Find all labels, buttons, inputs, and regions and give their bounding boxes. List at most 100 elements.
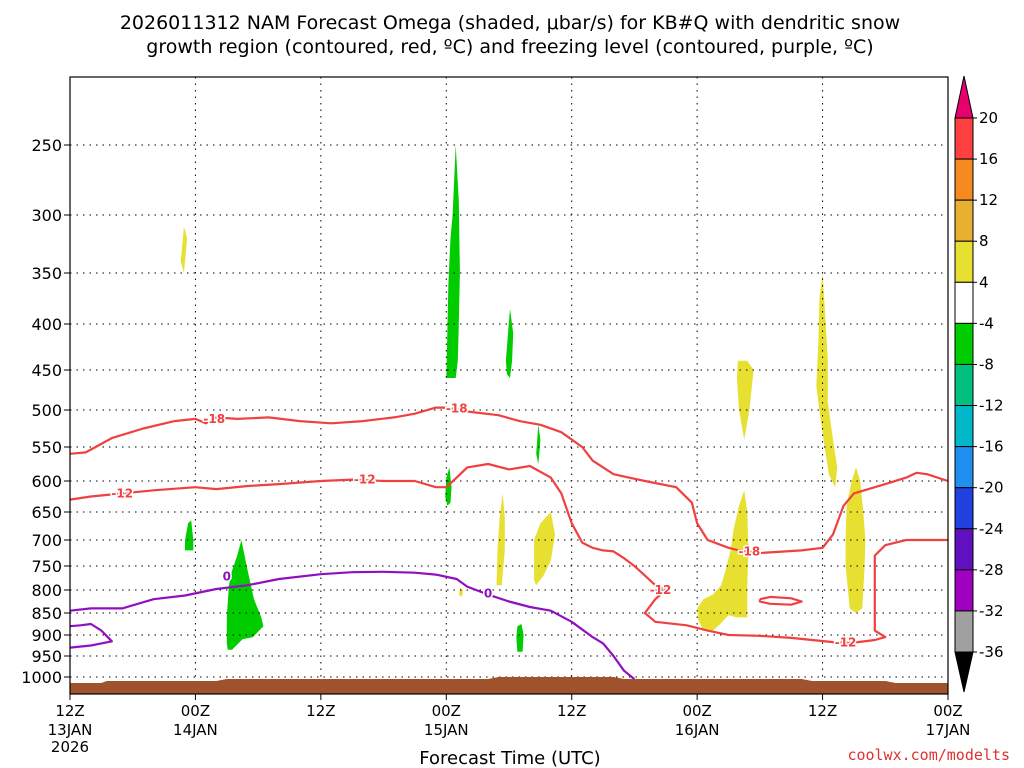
contour-label-2: -18 — [739, 544, 761, 558]
x-tick-label-84-1: 00Z — [933, 702, 962, 720]
colorbar-segment-7 — [954, 405, 974, 448]
colorbar-segment-6 — [954, 363, 974, 407]
colorbar-top-arrow — [954, 75, 974, 119]
contour-label-8: 0 — [484, 587, 492, 601]
contour-dgz-minus18-upper — [69, 406, 949, 555]
pressure-axis: 250 300 350 400 450 500 550 600 650 700 750 800 850 9… — [21, 136, 70, 687]
colorbar-label-2: 12 — [979, 191, 998, 209]
colorbar-label-10: -24 — [979, 520, 1004, 538]
plot-background — [70, 77, 948, 694]
colorbar-label-5: -4 — [979, 314, 994, 332]
credit-text: coolwx.com/modelts — [847, 746, 1010, 764]
contour-label-1: -18 — [446, 401, 468, 415]
omega-area-yellow-blob-09z15 — [534, 512, 555, 586]
ground-terrain — [70, 677, 948, 694]
colorbar-segment-10 — [954, 528, 974, 571]
y-tick-label-750: 750 — [31, 557, 62, 576]
x-tick-label-12-2: 14JAN — [173, 721, 218, 739]
colorbar-label-1: 16 — [979, 150, 998, 168]
omega-area-yellow-streak-04z15 — [496, 493, 505, 586]
y-tick-label-400: 400 — [31, 315, 62, 334]
y-tick-label-950: 950 — [31, 647, 62, 666]
colorbar-segment-12 — [954, 610, 974, 653]
x-tick-label-72-1: 12Z — [808, 702, 837, 720]
y-tick-label-300: 300 — [31, 206, 62, 225]
omega-shading-layer — [180, 145, 866, 652]
contour-layer: -18 -18 -18 -12 -12 -12 -12 0 0 — [69, 400, 949, 680]
y-tick-label-650: 650 — [31, 503, 62, 522]
omega-area-yellow-plume-15z16 — [845, 467, 866, 613]
y-tick-label-550: 550 — [31, 438, 62, 457]
colorbar: 20 16 12 8 4 -4 -8 -12 -16 -20 -24 -28 -32 -36 — [954, 75, 1004, 693]
omega-area-green-column-00z15 — [446, 145, 460, 378]
x-tick-label-12-1: 00Z — [181, 702, 210, 720]
colorbar-segment-11 — [954, 569, 974, 612]
x-axis-label: Forecast Time (UTC) — [419, 748, 600, 768]
omega-area-yellow-dot-01z15 — [458, 587, 463, 597]
x-tick-label-24-1: 12Z — [306, 702, 335, 720]
colorbar-label-0: 20 — [979, 109, 998, 127]
omega-area-yellow-spot-18z13 — [180, 226, 188, 273]
colorbar-segment-3 — [954, 240, 974, 283]
x-tick-label-84-2: 17JAN — [926, 721, 971, 739]
contour-label-6: -12 — [835, 636, 857, 650]
chart-title-line-1: 2026011312 NAM Forecast Omega (shaded, μ… — [120, 12, 900, 34]
colorbar-segment-9 — [954, 487, 974, 530]
x-tick-label-48-1: 12Z — [557, 702, 586, 720]
y-tick-label-350: 350 — [31, 264, 62, 283]
x-tick-label-36-1: 00Z — [432, 702, 461, 720]
y-tick-label-850: 850 — [31, 604, 62, 623]
y-tick-label-800: 800 — [31, 581, 62, 600]
x-tick-label-0-2: 13JAN — [48, 721, 93, 739]
y-tick-label-250: 250 — [31, 136, 62, 155]
y-tick-label-900: 900 — [31, 626, 62, 645]
omega-area-yellow-streak-06z16 — [736, 360, 754, 440]
contour-dgz-minus12 — [69, 462, 948, 644]
omega-area-green-spot-06z15-low — [516, 624, 524, 652]
colorbar-label-12: -32 — [979, 602, 1004, 620]
chart-title-line-2: growth region (contoured, red, ºC) and f… — [146, 36, 873, 58]
contour-label-3: -12 — [111, 486, 133, 500]
x-tick-label-36-2: 15JAN — [424, 721, 469, 739]
x-tick-label-60-1: 00Z — [682, 702, 711, 720]
grid-layer — [70, 77, 948, 694]
plot-area: -18 -18 -18 -12 -12 -12 -12 0 0 — [69, 76, 949, 695]
colorbar-label-11: -28 — [979, 561, 1004, 579]
omega-area-yellow-blob-00z16-low — [697, 490, 749, 631]
colorbar-segment-1 — [954, 158, 974, 201]
x-tick-label-0-1: 12Z — [55, 702, 84, 720]
contour-freezing-level-upper — [69, 570, 636, 680]
colorbar-segment-0 — [954, 117, 974, 160]
y-tick-label-700: 700 — [31, 531, 62, 550]
colorbar-label-9: -20 — [979, 479, 1004, 497]
plot-frame — [69, 76, 949, 695]
y-tick-label-450: 450 — [31, 361, 62, 380]
colorbar-label-8: -16 — [979, 438, 1004, 456]
y-tick-label-600: 600 — [31, 472, 62, 491]
omega-area-green-blob-18z13 — [185, 520, 194, 551]
colorbar-label-3: 8 — [979, 232, 989, 250]
contour-label-4: -12 — [354, 473, 376, 487]
y-tick-label-1000: 1000 — [21, 668, 62, 687]
colorbar-segment-8 — [954, 446, 974, 489]
x-tick-label-0-3: 2026 — [51, 738, 89, 756]
x-tick-label-60-2: 16JAN — [675, 721, 720, 739]
contour-label-7: 0 — [223, 570, 231, 584]
y-tick-label-500: 500 — [31, 401, 62, 420]
colorbar-label-7: -12 — [979, 397, 1004, 415]
omega-area-green-column-06z14 — [226, 540, 264, 650]
colorbar-label-13: -36 — [979, 643, 1004, 661]
omega-area-green-spot-06z15 — [505, 308, 514, 378]
colorbar-bottom-arrow — [954, 651, 974, 693]
omega-area-green-streak-09z15 — [536, 424, 541, 464]
colorbar-segment-5 — [954, 322, 974, 365]
contour-label-0: -18 — [203, 412, 225, 426]
colorbar-label-6: -8 — [979, 355, 994, 373]
contour-freezing-level-lower — [69, 622, 113, 649]
contour-label-5: -12 — [650, 583, 672, 597]
contour-dgz-minus18-closed — [758, 595, 803, 606]
colorbar-segment-4 — [954, 281, 974, 324]
colorbar-segment-2 — [954, 199, 974, 242]
